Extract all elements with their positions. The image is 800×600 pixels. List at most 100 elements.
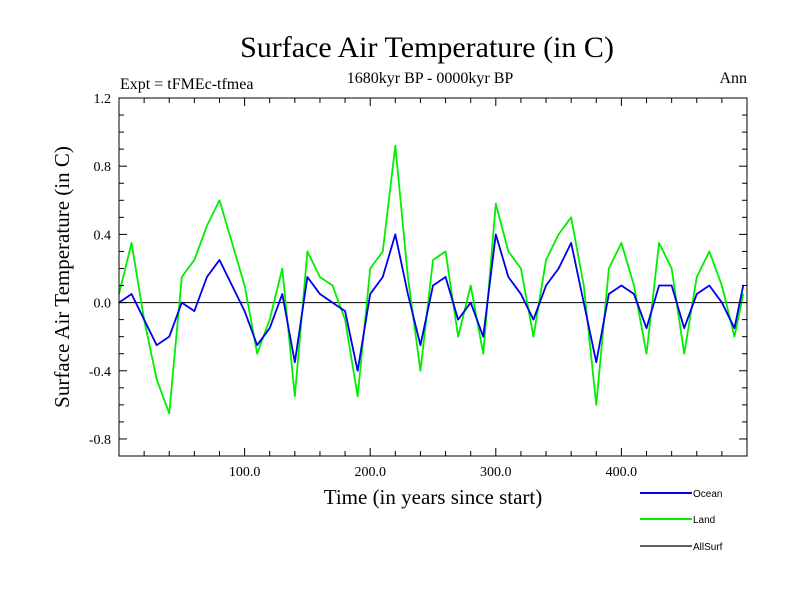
- plot-frame: [118, 97, 748, 457]
- data-point-ocean: [671, 284, 673, 287]
- data-point-land: [645, 353, 648, 355]
- axis-ticks: 100.0 200.0 300.0 400.0 -0.8 -0.4 0.0 0.4 0.8 1.2: [89, 92, 747, 480]
- data-point-land: [281, 267, 283, 270]
- data-point-land: [168, 412, 170, 414]
- y-tick-label: 0.8: [94, 160, 112, 175]
- data-point-land: [369, 267, 371, 270]
- data-point-land: [532, 336, 535, 338]
- data-point-ocean: [193, 310, 195, 312]
- data-point-ocean: [733, 327, 736, 329]
- data-point-ocean: [696, 293, 698, 295]
- data-point-land: [419, 370, 422, 372]
- data-point-land: [306, 250, 308, 253]
- data-point-ocean: [294, 361, 296, 363]
- data-point-ocean: [130, 293, 133, 295]
- data-point-ocean: [645, 327, 648, 329]
- data-point-land: [608, 267, 610, 270]
- data-point-land: [583, 284, 585, 287]
- y-tick-label: -0.4: [89, 365, 111, 380]
- data-point-ocean: [444, 276, 447, 278]
- data-point-ocean: [369, 293, 371, 295]
- x-tick-label: 300.0: [480, 465, 512, 480]
- data-point-land: [708, 250, 710, 253]
- data-point-land: [382, 250, 384, 253]
- data-point-ocean: [319, 293, 321, 295]
- data-point-ocean: [156, 344, 158, 346]
- data-point-land: [344, 319, 346, 321]
- data-point-ocean: [218, 259, 221, 261]
- data-point-land: [357, 395, 359, 397]
- data-point-ocean: [708, 284, 710, 287]
- data-point-land: [558, 233, 560, 235]
- data-point-ocean: [470, 301, 472, 304]
- legend-label-allsurf: AllSurf: [693, 542, 723, 553]
- data-point-land: [130, 242, 133, 244]
- data-point-land: [218, 199, 221, 201]
- data-point-ocean: [143, 319, 145, 321]
- data-point-ocean: [181, 301, 183, 304]
- data-point-ocean: [570, 242, 572, 244]
- data-point-land: [545, 259, 547, 261]
- data-point-ocean: [683, 327, 685, 329]
- data-point-ocean: [256, 344, 258, 346]
- data-point-land: [256, 353, 258, 355]
- data-point-ocean: [306, 276, 308, 278]
- legend-label-land: Land: [693, 515, 715, 526]
- legend: Ocean Land AllSurf: [640, 489, 723, 553]
- series-line-land: [118, 144, 745, 415]
- x-tick-label: 200.0: [354, 465, 386, 480]
- data-point-land: [394, 145, 396, 147]
- data-point-land: [156, 378, 158, 380]
- data-point-ocean: [595, 361, 597, 363]
- y-axis-label: Surface Air Temperature (in C): [50, 146, 74, 408]
- data-point-land: [231, 242, 233, 244]
- data-point-land: [495, 203, 497, 205]
- data-point-land: [244, 284, 246, 287]
- data-point-ocean: [407, 293, 409, 295]
- chart-subtitle-right: Ann: [719, 70, 747, 87]
- data-point-ocean: [357, 370, 359, 372]
- data-point-ocean: [545, 284, 547, 287]
- data-point-land: [683, 353, 685, 355]
- data-point-land: [633, 284, 635, 287]
- data-point-ocean: [168, 336, 170, 338]
- y-tick-label: 1.2: [94, 92, 112, 107]
- data-point-land: [294, 395, 296, 397]
- data-point-ocean: [558, 267, 560, 270]
- data-point-ocean: [721, 301, 723, 304]
- data-point-land: [482, 353, 484, 355]
- data-point-land: [570, 216, 572, 218]
- data-point-ocean: [269, 327, 271, 329]
- x-tick-label: 400.0: [606, 465, 638, 480]
- data-point-ocean: [344, 310, 346, 312]
- data-point-land: [457, 336, 459, 338]
- data-point-ocean: [432, 284, 434, 287]
- chart-title: Surface Air Temperature (in C): [240, 31, 614, 64]
- data-point-ocean: [507, 276, 509, 278]
- y-tick-label: 0.0: [94, 297, 112, 312]
- x-axis-label: Time (in years since start): [324, 485, 543, 509]
- data-point-land: [620, 242, 623, 244]
- data-point-ocean: [382, 276, 384, 278]
- y-tick-label: 0.4: [94, 228, 112, 243]
- data-point-ocean: [244, 310, 246, 312]
- data-point-ocean: [658, 284, 660, 287]
- y-tick-label: -0.8: [89, 433, 111, 448]
- data-point-ocean: [457, 319, 459, 321]
- data-point-land: [520, 267, 522, 270]
- data-point-land: [742, 293, 744, 295]
- data-point-land: [595, 404, 597, 406]
- data-point-ocean: [331, 301, 334, 304]
- data-point-ocean: [495, 233, 497, 235]
- data-point-ocean: [419, 344, 422, 346]
- data-point-ocean: [231, 284, 233, 287]
- data-point-land: [193, 259, 195, 261]
- data-point-land: [444, 250, 447, 253]
- data-point-land: [696, 276, 698, 278]
- data-point-ocean: [394, 233, 396, 235]
- data-point-land: [721, 284, 723, 287]
- data-point-ocean: [206, 276, 208, 278]
- data-point-land: [407, 276, 409, 278]
- data-point-ocean: [520, 293, 522, 295]
